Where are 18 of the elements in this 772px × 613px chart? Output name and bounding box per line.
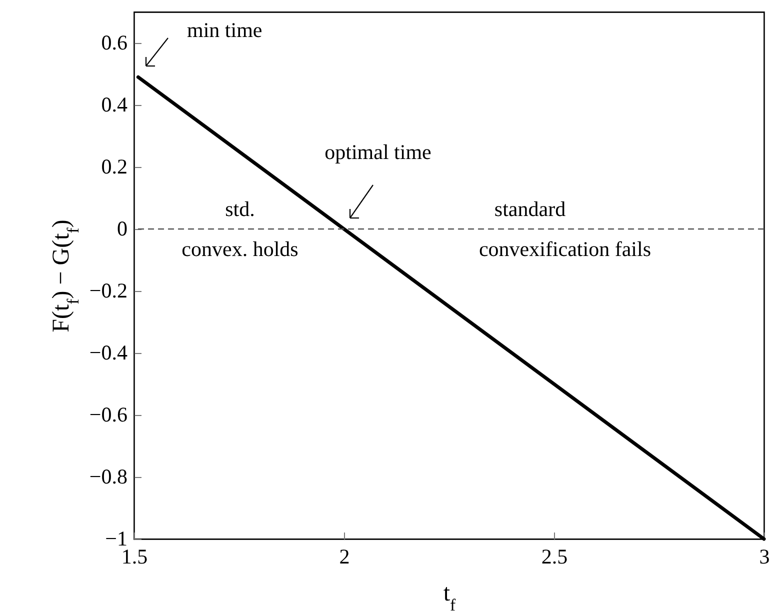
y-tick-label: 0 bbox=[117, 216, 128, 240]
y-tick-label: 0.4 bbox=[101, 92, 128, 116]
y-tick-label: −0.6 bbox=[89, 402, 128, 426]
annotation: optimal time bbox=[324, 140, 432, 164]
annotation: convexification fails bbox=[478, 237, 652, 261]
annotation: std. bbox=[225, 197, 255, 221]
y-tick-label: 0.2 bbox=[101, 154, 128, 178]
annotation: standard bbox=[494, 197, 566, 221]
y-tick-label: −0.8 bbox=[89, 464, 128, 488]
x-tick-label: 2 bbox=[339, 544, 350, 568]
annotation: convex. holds bbox=[182, 237, 298, 261]
y-tick-label: −0.2 bbox=[89, 278, 128, 302]
y-tick-label: −0.4 bbox=[89, 340, 128, 364]
y-tick-label: 0.6 bbox=[101, 30, 128, 54]
x-axis-title: t$_{f}$ bbox=[443, 580, 456, 613]
annotation: min time bbox=[187, 18, 262, 42]
x-tick-label: 2.5 bbox=[541, 544, 568, 568]
x-tick-label: 3 bbox=[759, 544, 770, 568]
